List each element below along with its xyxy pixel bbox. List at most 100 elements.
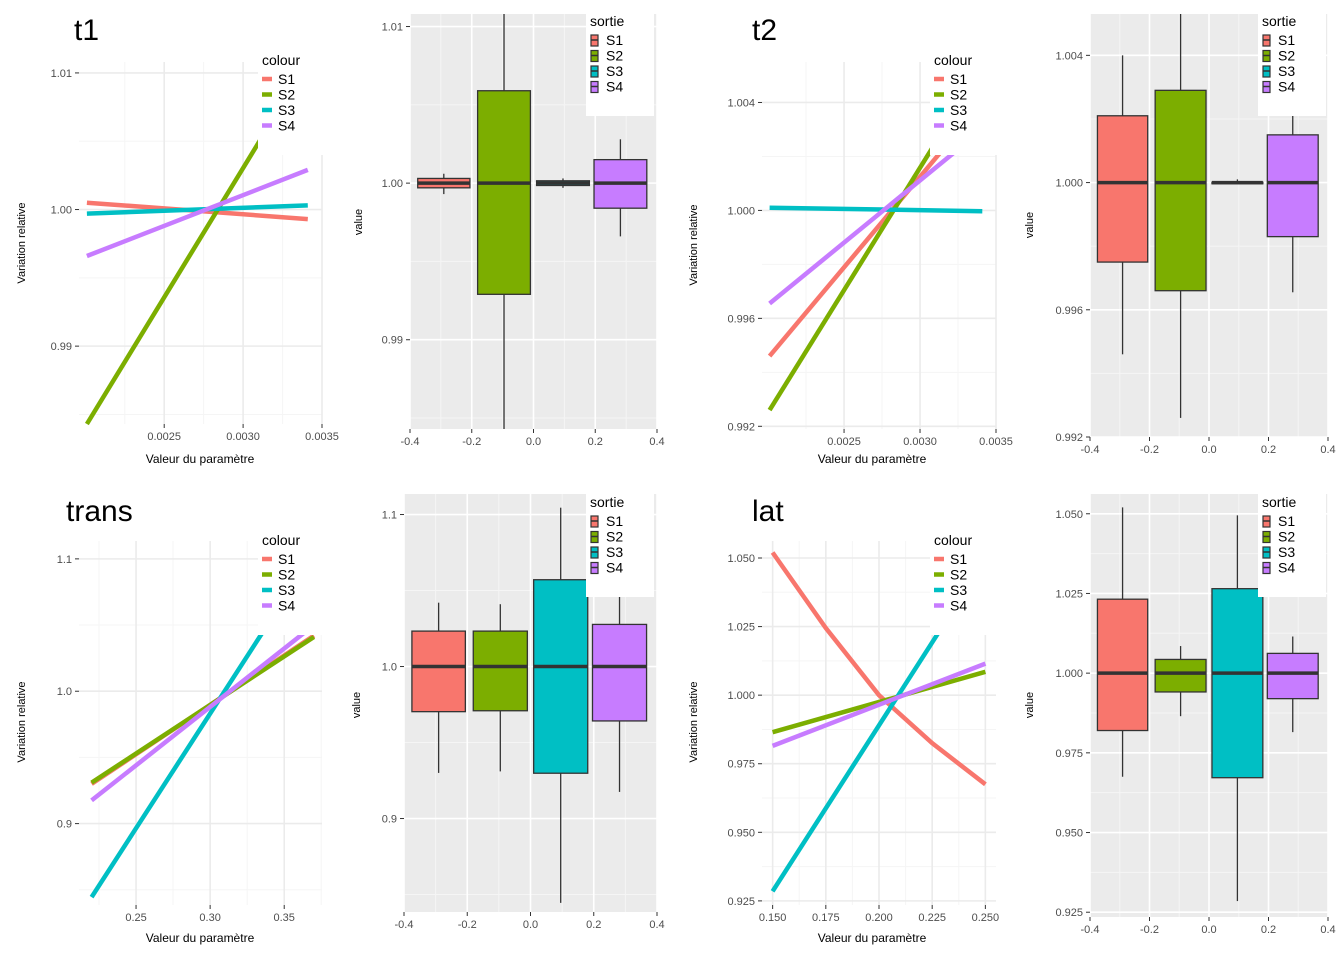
legend-label-S1: S1 [278,551,295,567]
y-axis-label: value [1024,692,1036,718]
legend-label-S4: S4 [950,598,967,614]
legend-label-S2: S2 [1278,48,1295,64]
legend-label-S2: S2 [278,87,295,103]
legend-label-S1: S1 [950,551,967,567]
legend-label-S3: S3 [278,102,295,118]
legend-label-S1: S1 [278,71,295,87]
legend-label-S4: S4 [606,79,623,95]
legend-title: sortie [1262,13,1296,29]
panel-title: t1 [74,14,99,47]
box-S4 [1266,134,1319,238]
legend-label-S4: S4 [1278,79,1295,95]
x-tick-label: 0.175 [812,912,840,924]
x-tick-label: -0.4 [401,436,420,448]
y-tick-label: 1.004 [727,97,755,109]
panel-title: trans [66,495,133,528]
y-tick-label: 1.0 [382,662,397,674]
y-tick-label: 1.00 [51,205,72,217]
y-tick-label: 0.99 [382,335,403,347]
y-axis-label: Variation relative [688,681,700,762]
x-axis-label: Valeur du paramètre [146,452,255,466]
series-line-S4 [768,127,984,306]
legend-title: colour [934,52,972,68]
x-tick-label: 0.225 [918,912,946,924]
y-axis-label: Variation relative [16,681,28,762]
legend-title: colour [262,52,300,68]
x-tick-label: 0.2 [588,436,603,448]
legend-label-S1: S1 [1278,32,1295,48]
y-tick-label: 1.1 [382,510,397,522]
y-tick-label: 0.992 [727,421,755,433]
x-tick-label: -0.2 [458,919,477,931]
y-tick-label: 0.996 [727,313,755,325]
series-line-S2 [771,669,987,735]
y-tick-label: 1.00 [382,178,403,190]
legend-label-S1: S1 [1278,513,1295,529]
legend-label-S4: S4 [1278,560,1295,576]
legend-background [1258,493,1326,597]
y-tick-label: 1.1 [57,554,72,566]
legend-label-S3: S3 [278,582,295,598]
box-S1 [1096,598,1149,732]
legend-label-S1: S1 [606,513,623,529]
legend-label-S1: S1 [606,32,623,48]
x-axis-label: Valeur du paramètre [818,452,927,466]
legend-label-S3: S3 [950,582,967,598]
y-tick-label: 1.01 [51,68,72,80]
legend-label-S4: S4 [950,118,967,134]
y-tick-label: 0.975 [727,759,755,771]
legend-label-S3: S3 [1278,544,1295,560]
x-tick-label: -0.4 [1081,924,1100,936]
y-tick-label: 1.025 [1055,588,1083,600]
panel-1: 0.99 1.00 1.01 0.0025 0.0030 0.0035 Valeur du … [16,14,339,466]
x-tick-label: 0.25 [125,912,146,924]
x-tick-label: 0.4 [649,436,664,448]
x-tick-label: 0.2 [1261,444,1276,456]
panel-8: 0.925 0.950 0.975 1.000 1.025 1.050 -0.4 -0.2 0.… [1024,493,1336,936]
x-tick-label: 0.0 [1201,444,1216,456]
y-tick-label: 0.992 [1055,432,1083,444]
box-S3 [533,579,589,774]
legend-label-S2: S2 [1278,529,1295,545]
y-tick-label: 1.000 [1055,178,1083,190]
x-tick-label: 0.4 [1320,444,1335,456]
series-line-S3 [769,205,983,214]
x-tick-label: 0.0025 [827,436,861,448]
legend-background [586,493,654,597]
y-axis-label: Variation relative [688,204,700,285]
x-tick-label: 0.0030 [903,436,937,448]
panel-3: 0.992 0.996 1.000 1.004 0.0025 0.0030 0.0035 Va… [688,14,1013,466]
x-tick-label: 0.0 [1201,924,1216,936]
legend-label-S3: S3 [606,63,623,79]
x-tick-label: 0.4 [649,919,664,931]
y-tick-label: 0.996 [1055,305,1083,317]
legend-title: sortie [590,13,624,29]
y-axis-label: value [353,209,365,235]
x-tick-label: 0.2 [1261,924,1276,936]
legend-title: sortie [590,494,624,510]
legend-label-S3: S3 [606,544,623,560]
legend-title: sortie [1262,494,1296,510]
x-tick-label: 0.250 [972,912,1000,924]
y-tick-label: 0.925 [1055,907,1083,919]
y-tick-label: 0.950 [1055,828,1083,840]
series-line-S4 [90,623,316,803]
y-tick-label: 1.01 [382,22,403,34]
x-tick-label: 0.35 [274,912,295,924]
y-tick-label: 0.9 [57,819,72,831]
legend-background [586,12,654,116]
box-S2 [472,630,528,712]
series-line-S4 [771,661,987,748]
legend-label-S2: S2 [950,567,967,583]
legend-label-S2: S2 [606,529,623,545]
legend-label-S2: S2 [950,87,967,103]
y-tick-label: 0.9 [382,814,397,826]
x-tick-label: -0.2 [1140,444,1159,456]
series-line-S4 [86,167,309,259]
legend-background [1258,12,1326,116]
x-tick-label: -0.2 [1140,924,1159,936]
legend-title: colour [262,532,300,548]
y-axis-label: value [351,692,363,718]
y-tick-label: 1.050 [727,553,755,565]
